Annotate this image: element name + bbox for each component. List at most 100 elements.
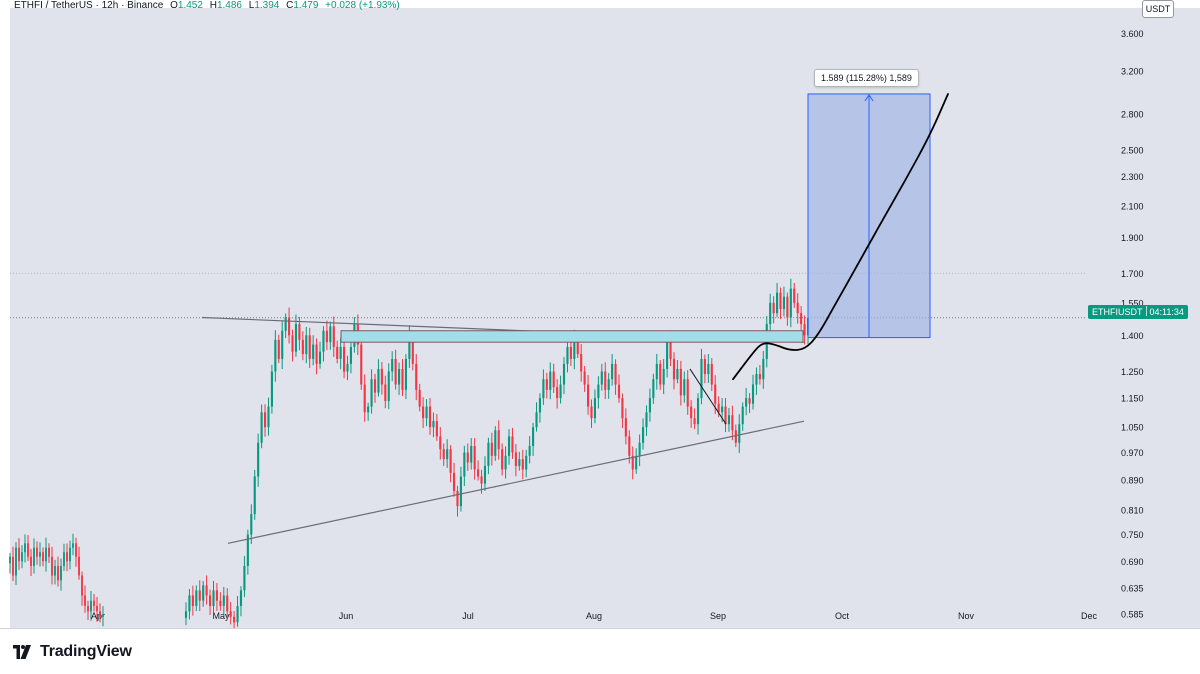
x-tick-label: Jun — [339, 611, 354, 621]
candle-body — [734, 430, 737, 443]
tradingview-brand[interactable]: TradingView — [10, 643, 132, 661]
candle-body — [263, 412, 267, 428]
candle-body — [538, 398, 542, 413]
candle-body — [528, 445, 531, 456]
candle-body — [377, 368, 380, 393]
candle-body — [456, 490, 459, 507]
candle-body — [72, 543, 74, 548]
candle-body — [607, 379, 610, 390]
candle-body — [580, 354, 583, 372]
candle-body — [184, 611, 188, 618]
candle-body — [587, 384, 590, 407]
candle-body — [281, 330, 284, 359]
candle-body — [277, 339, 280, 359]
candle-body — [260, 412, 263, 443]
candle-body — [511, 436, 514, 453]
y-axis-tick-labels: 3.600 3.200 2.800 2.500 2.300 2.100 1.900 1.700… — [1121, 29, 1144, 619]
candle-body — [800, 313, 803, 325]
candle-body — [315, 344, 318, 364]
footer-bar: TradingView — [0, 628, 1200, 674]
candle-body — [751, 384, 755, 404]
candle-body — [75, 543, 77, 557]
candle-body — [380, 368, 383, 385]
candle-body — [360, 344, 363, 385]
y-tick-label: 0.970 — [1121, 448, 1144, 458]
candle-body — [600, 371, 603, 385]
symbol-legend: ETHFI / TetherUS · 12h · Binance O1.452 … — [14, 0, 400, 12]
resistance-zone[interactable] — [340, 330, 804, 343]
candle-body — [562, 363, 566, 385]
y-tick-label: 0.635 — [1121, 583, 1144, 593]
candle-body — [621, 398, 624, 419]
candle-body — [233, 616, 236, 623]
candle-body — [583, 371, 586, 385]
candle-body — [435, 421, 438, 437]
candle-body — [236, 605, 239, 623]
high-value: 1.486 — [216, 0, 242, 11]
candle-body — [404, 358, 407, 390]
last-price-tag: ETHFIUSDT 04:11:34 — [1088, 305, 1188, 319]
candle-body — [394, 358, 397, 385]
candle-body — [786, 296, 789, 318]
candle-body — [322, 330, 325, 352]
candle-body — [693, 418, 696, 425]
candle-body — [776, 292, 779, 314]
candle-body — [762, 358, 765, 380]
breakout-line[interactable] — [689, 368, 727, 425]
candle-body — [641, 427, 645, 443]
y-tick-label: 1.150 — [1121, 394, 1144, 404]
candle-body — [714, 384, 717, 404]
y-tick-label: 2.300 — [1121, 172, 1144, 182]
candle-body — [724, 406, 727, 425]
candle-body — [239, 590, 243, 606]
candle-body — [772, 302, 775, 314]
candle-body — [638, 442, 641, 456]
candle-body — [349, 346, 353, 364]
lower-trendline[interactable] — [227, 420, 805, 544]
x-tick-label: May — [212, 611, 230, 621]
candles — [9, 278, 810, 633]
candle-body — [796, 302, 799, 314]
tradingview-logo-icon — [13, 645, 31, 659]
y-tick-label: 3.200 — [1121, 67, 1144, 77]
price-tag-countdown: 04:11:34 — [1149, 307, 1184, 317]
candle-body — [267, 406, 270, 428]
x-tick-label: Apr — [91, 611, 105, 621]
y-tick-label: 2.800 — [1121, 109, 1144, 119]
candle-body — [576, 339, 579, 355]
candle-body — [721, 406, 724, 413]
candle-body — [99, 611, 101, 617]
candle-body — [30, 556, 32, 566]
candle-body — [483, 465, 487, 484]
candle-body — [219, 600, 222, 606]
currency-button[interactable]: USDT — [1142, 0, 1174, 18]
candle-body — [96, 605, 98, 612]
candle-body — [477, 469, 480, 477]
brand-name: TradingView — [40, 643, 132, 660]
candle-body — [27, 543, 29, 557]
candle-body — [428, 406, 432, 428]
candle-body — [66, 552, 68, 562]
candle-body — [63, 552, 65, 566]
candle-body — [535, 412, 538, 428]
candle-body — [659, 363, 662, 385]
candle-body — [748, 398, 751, 404]
candle-body — [745, 398, 748, 407]
x-tick-label: Jul — [462, 611, 474, 621]
candle-body — [312, 344, 315, 359]
projection-curve[interactable] — [732, 93, 949, 381]
candle-body — [507, 436, 511, 456]
candle-body — [442, 449, 445, 460]
y-tick-label: 1.550 — [1121, 298, 1144, 308]
candle-body — [93, 600, 95, 606]
grid-lines — [10, 272, 1085, 319]
candle-body — [738, 424, 741, 443]
symbol-label[interactable]: ETHFI / TetherUS · 12h · Binance — [14, 0, 164, 11]
measure-arrow-head — [864, 94, 874, 102]
candle-body — [257, 442, 260, 477]
candle-body — [597, 384, 600, 399]
candle-body — [710, 363, 713, 385]
candle-body — [459, 476, 462, 507]
candle-body — [666, 339, 669, 369]
